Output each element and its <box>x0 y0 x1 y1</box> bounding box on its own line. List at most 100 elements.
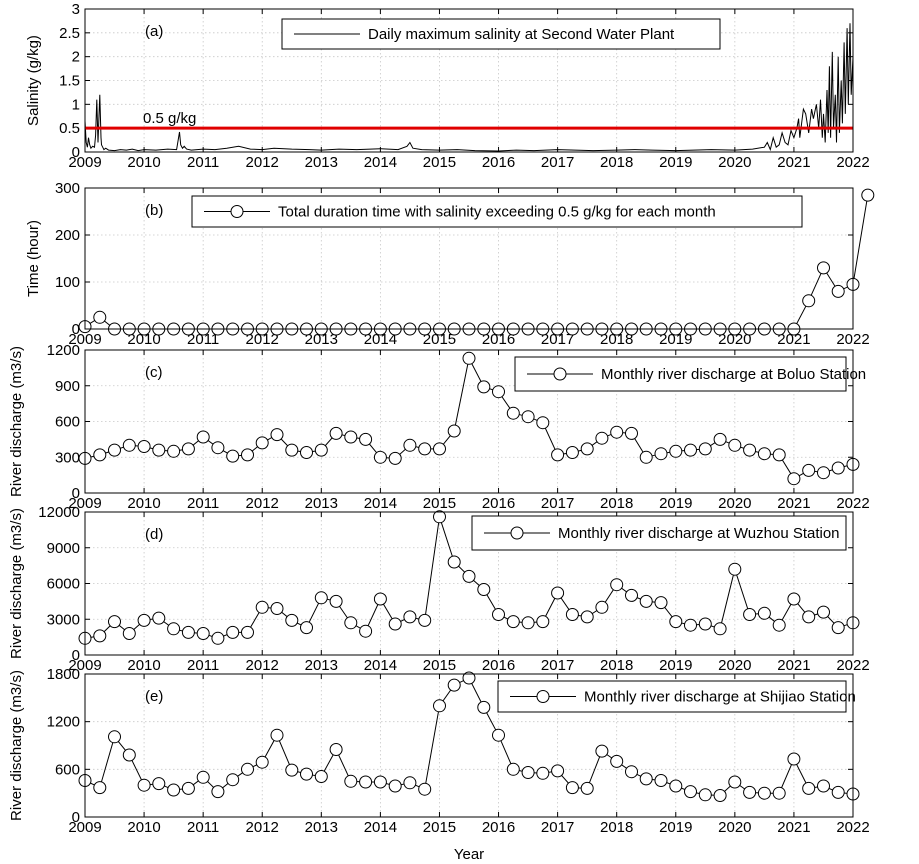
x-tick-label: 2011 <box>187 657 219 674</box>
y-tick-label: 100 <box>55 274 80 291</box>
data-point <box>610 578 624 592</box>
data-point <box>625 765 638 779</box>
data-point <box>137 778 151 792</box>
legend-text: Monthly river discharge at Shijiao Stati… <box>584 689 856 706</box>
panel-a: 2009 2010 2011 2012 2013 2014 2015 2016 2017 2018… <box>25 1 870 171</box>
data-point <box>728 775 742 789</box>
panel-label: (a) <box>145 23 163 40</box>
x-tick-label: 2017 <box>541 331 574 348</box>
x-tick-label: 2016 <box>482 331 515 348</box>
data-point <box>433 699 446 713</box>
y-tick-label: 900 <box>55 378 80 395</box>
legend-marker <box>536 690 550 703</box>
data-point <box>551 764 565 778</box>
y-tick-label: 0 <box>72 485 80 502</box>
data-point <box>181 781 195 795</box>
data-point <box>861 188 875 202</box>
y-tick-label: 1200 <box>47 714 80 731</box>
data-point <box>787 592 801 606</box>
data-point <box>639 450 653 464</box>
data-point <box>654 774 668 787</box>
data-point <box>167 444 181 458</box>
data-point <box>551 448 565 462</box>
legend: Daily maximum salinity at Second Water P… <box>281 18 721 50</box>
data-point <box>314 443 328 457</box>
x-tick-label: 2015 <box>423 154 456 171</box>
data-point <box>255 436 269 450</box>
data-point <box>181 442 195 456</box>
x-tick-label: 2012 <box>246 331 279 348</box>
legend: Total duration time with salinity exceed… <box>191 195 803 228</box>
data-point <box>137 613 151 627</box>
legend: Monthly river discharge at Shijiao Stati… <box>497 680 856 713</box>
data-point <box>492 385 505 399</box>
data-point <box>565 446 579 459</box>
x-tick-label: 2020 <box>718 495 751 512</box>
y-tick-label: 0.5 <box>59 120 80 137</box>
data-point <box>565 608 579 621</box>
data-point <box>743 443 757 457</box>
y-axis-label: Salinity (g/kg) <box>25 35 42 126</box>
data-point <box>698 617 712 631</box>
x-tick-label: 2021 <box>777 154 810 171</box>
data-point <box>196 430 210 444</box>
legend: Monthly river discharge at Boluo Station <box>514 356 866 392</box>
x-tick-label: 2021 <box>777 819 810 836</box>
data-point <box>817 466 830 480</box>
panel-e: 2009 2010 2011 2012 2013 2014 2015 2016 2017 2018… <box>8 666 870 836</box>
data-point <box>447 678 461 692</box>
x-tick-label: 2011 <box>187 154 219 171</box>
y-axis-label: River discharge (m3/s) <box>8 346 25 497</box>
series-line <box>84 23 854 152</box>
data-point <box>831 461 845 475</box>
data-point <box>255 600 269 614</box>
plot-frame <box>84 673 854 818</box>
x-tick-label: 2017 <box>541 657 574 674</box>
plot-frame <box>84 511 854 656</box>
x-tick-label: 2010 <box>127 495 160 512</box>
x-tick-label: 2017 <box>541 495 574 512</box>
data-point <box>802 610 816 624</box>
x-tick-label: 2021 <box>777 657 810 674</box>
x-tick-label: 2016 <box>482 819 515 836</box>
x-tick-label: 2010 <box>127 154 160 171</box>
data-point <box>625 426 638 440</box>
panel-c: 2009 2010 2011 2012 2013 2014 2015 2016 2017 2018… <box>8 342 870 512</box>
data-point <box>285 443 299 457</box>
data-point <box>817 605 830 619</box>
x-tick-label: 2009 <box>68 495 101 512</box>
data-point <box>684 785 697 799</box>
data-point <box>255 755 269 769</box>
x-tick-label: 2015 <box>423 495 456 512</box>
data-point <box>639 772 653 786</box>
legend-marker <box>230 205 244 218</box>
legend-text: Total duration time with salinity exceed… <box>278 204 716 221</box>
data-point <box>477 700 491 714</box>
data-point <box>285 763 299 777</box>
data-point <box>831 284 845 298</box>
x-tick-label: 2011 <box>187 819 219 836</box>
y-tick-label: 1.5 <box>59 73 80 90</box>
data-point <box>152 777 166 791</box>
x-tick-label: 2016 <box>482 495 515 512</box>
y-tick-label: 1200 <box>47 342 80 359</box>
legend-text: Monthly river discharge at Boluo Station <box>601 366 866 383</box>
data-point <box>462 569 476 583</box>
data-point <box>122 627 136 640</box>
data-point <box>713 789 727 802</box>
data-point <box>595 744 609 758</box>
data-point <box>93 629 107 643</box>
data-point <box>359 775 373 789</box>
data-point <box>654 596 668 610</box>
x-tick-label: 2012 <box>246 819 279 836</box>
data-point <box>743 608 757 621</box>
data-point <box>137 440 151 453</box>
data-point <box>359 624 373 638</box>
data-point <box>698 788 712 802</box>
data-point <box>728 562 742 576</box>
x-tick-label: 2018 <box>600 331 633 348</box>
data-point <box>433 442 446 456</box>
data-point <box>787 752 801 766</box>
x-tick-label: 2015 <box>423 331 456 348</box>
y-tick-label: 200 <box>55 227 80 244</box>
